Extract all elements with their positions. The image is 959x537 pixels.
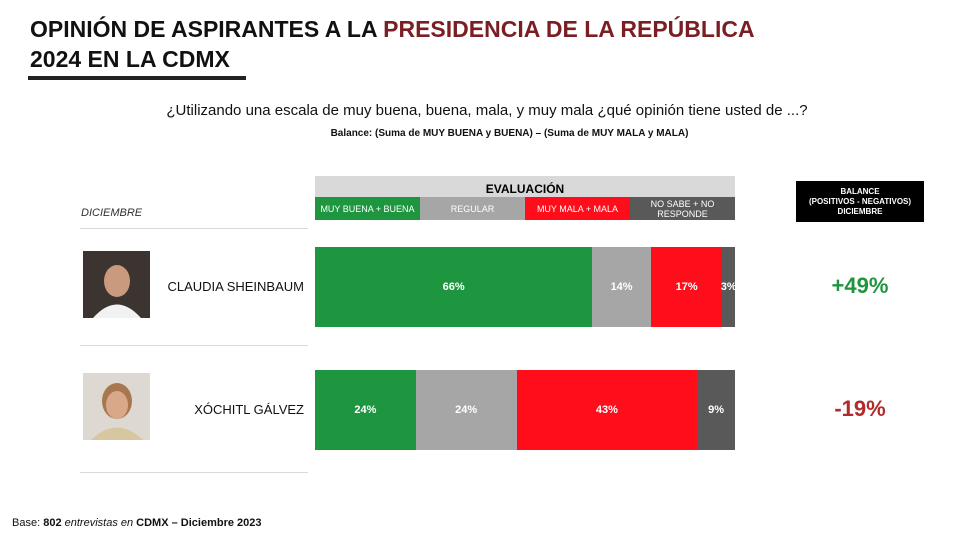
legend-item: MUY BUENA + BUENA: [315, 197, 420, 220]
legend-item: MUY MALA + MALA: [525, 197, 630, 220]
bar-segment: 9%: [697, 370, 735, 450]
bar-segment: 17%: [651, 247, 723, 327]
title-underline: [28, 76, 246, 80]
candidate-photo: [83, 251, 150, 318]
balance-header-line: BALANCE: [840, 186, 880, 196]
balance-header-line: (POSITIVOS - NEGATIVOS): [808, 196, 912, 206]
category-label: XÓCHITL GÁLVEZ: [194, 402, 304, 417]
category-label: CLAUDIA SHEINBAUM: [167, 279, 304, 294]
value-label: 24%: [455, 404, 478, 416]
footer-text: entrevistas en: [64, 517, 134, 529]
value-label: 17%: [675, 281, 698, 293]
value-label: 24%: [354, 404, 377, 416]
legend-item: NO SABE + NO RESPONDE: [630, 197, 735, 220]
balance-header: BALANCE (POSITIVOS - NEGATIVOS) DICIEMBR…: [796, 181, 924, 222]
row-header: DICIEMBRE: [81, 207, 143, 219]
footer-text: CDMX – Diciembre 2023: [136, 517, 262, 529]
legend-title: EVALUACIÓN: [315, 176, 735, 197]
footer-text: Base:: [12, 517, 41, 529]
bar-segment: 24%: [315, 370, 416, 450]
bar-segment: 24%: [415, 370, 517, 450]
photo-placeholder: [83, 251, 150, 318]
bar-segment: 43%: [516, 370, 698, 450]
bar-segment: 14%: [592, 247, 651, 327]
balance-header-line: DICIEMBRE: [837, 206, 883, 216]
value-label: 9%: [708, 404, 725, 416]
subtitle: ¿Utilizando una escala de muy buena, bue…: [166, 102, 808, 119]
photo-placeholder: [83, 373, 150, 440]
title-text: OPINIÓN DE ASPIRANTES A LA: [30, 16, 377, 42]
candidate-photo: [83, 373, 150, 440]
title-line-1: OPINIÓN DE ASPIRANTES A LA PRESIDENCIA D…: [30, 16, 755, 43]
separator: [80, 345, 308, 346]
footer: Base: 802 entrevistas en CDMX – Diciembr…: [12, 517, 262, 529]
footer-text: 802: [43, 517, 62, 529]
separator: [80, 228, 308, 229]
value-label: 43%: [595, 404, 618, 416]
title-highlight: PRESIDENCIA DE LA REPÚBLICA: [383, 16, 755, 42]
note: Balance: (Suma de MUY BUENA y BUENA) – (…: [330, 128, 689, 139]
legend-item: REGULAR: [420, 197, 525, 220]
value-label: 14%: [610, 281, 633, 293]
balance-value: +49%: [831, 273, 889, 298]
title-line-2: 2024 EN LA CDMX: [30, 46, 230, 72]
separator: [80, 472, 308, 473]
value-label: 3%: [720, 281, 737, 293]
bar-segment: 66%: [315, 247, 593, 327]
bar-segment: 3%: [720, 247, 737, 327]
value-label: 66%: [442, 281, 465, 293]
balance-value: -19%: [834, 396, 886, 421]
